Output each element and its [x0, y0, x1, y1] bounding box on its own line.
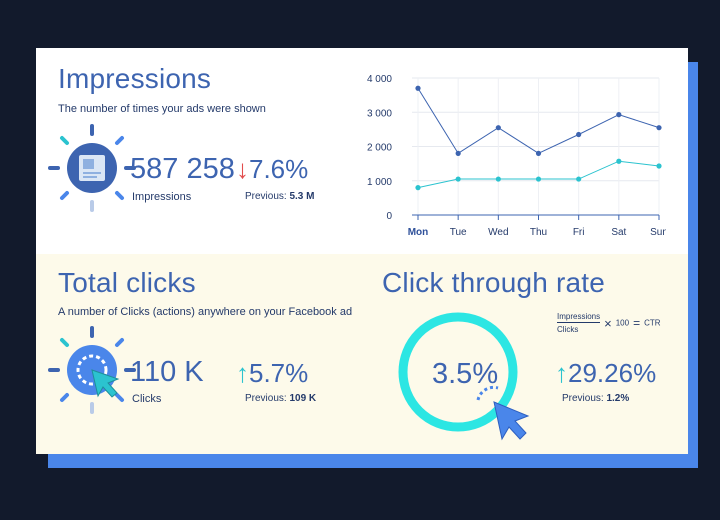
ctr-formula-multiplier: 100: [615, 318, 630, 328]
chart-data-point: [415, 85, 421, 91]
bottom-section-background: [36, 254, 688, 454]
dashboard-card: Impressions The number of times your ads…: [36, 48, 688, 454]
ctr-value: 3.5%: [432, 358, 499, 390]
impressions-change-value: 7.6%: [249, 154, 309, 184]
impressions-value: 587 258: [130, 153, 235, 185]
multiply-sign: ×: [604, 315, 612, 331]
ctr-formula-denominator: Clicks: [557, 325, 579, 334]
equals-sign: =: [633, 316, 641, 330]
chart-data-point: [616, 158, 622, 164]
ctr-formula-result: CTR: [644, 318, 661, 328]
ctr-change: ↑29.26%: [555, 358, 656, 389]
ctr-previous: Previous: 1.2%: [562, 393, 629, 404]
chart-data-point: [616, 112, 622, 118]
ctr-title: Click through rate: [382, 267, 606, 298]
ctr-formula-fraction: Impressions Clicks: [557, 312, 601, 334]
chart-data-point: [656, 163, 662, 169]
chart-x-tick-label: Wed: [488, 227, 508, 238]
arrow-down-icon: ↓: [236, 154, 249, 184]
ctr-formula: Impressions Clicks × 100 = CTR: [557, 312, 661, 334]
chart-data-point: [576, 176, 582, 182]
chart-data-point: [495, 125, 501, 131]
clicks-value-label: Clicks: [132, 393, 162, 405]
arrow-up-icon: ↑: [236, 358, 249, 388]
impressions-line-chart: 0 1 000 2 000 3 000 4 000 Mon Tue Wed Thu Fri Sat S…: [367, 74, 666, 238]
chart-data-point: [455, 176, 461, 182]
chart-x-tick-label: Fri: [573, 227, 585, 238]
clicks-change-value: 5.7%: [249, 358, 309, 388]
chart-data-point: [495, 176, 501, 182]
chart-y-tick-label: 1 000: [367, 177, 392, 188]
chart-data-point: [535, 150, 542, 156]
cursor-click-icon: [48, 326, 136, 414]
clicks-subtitle: A number of Clicks (actions) anywhere on…: [58, 306, 353, 318]
impressions-previous-label: Previous:: [245, 191, 287, 202]
chart-y-tick-label: 2 000: [367, 143, 392, 154]
chart-x-tick-label: Thu: [530, 227, 547, 238]
chart-data-point: [656, 125, 662, 131]
chart-data-point: [576, 131, 582, 138]
chart-y-tick-label: 4 000: [367, 74, 392, 85]
impressions-previous-value: 5.3 M: [289, 191, 315, 202]
chart-data-point: [535, 176, 542, 182]
chart-y-tick-label: 3 000: [367, 108, 392, 119]
ctr-previous-value: 1.2%: [606, 393, 630, 404]
chart-x-tick-label: Tue: [450, 227, 467, 238]
ctr-formula-numerator: Impressions: [557, 312, 601, 323]
cursor-click-icon: [476, 385, 530, 441]
clicks-title: Total clicks: [58, 267, 196, 298]
newspaper-icon: [48, 124, 136, 212]
ctr-ring: [398, 312, 518, 432]
clicks-previous-label: Previous:: [245, 393, 287, 404]
ctr-change-value: 29.26%: [568, 358, 657, 388]
clicks-value: 110 K: [130, 356, 204, 388]
impressions-title: Impressions: [58, 63, 212, 94]
chart-y-tick-label: 0: [386, 211, 392, 222]
chart-data-point: [415, 185, 421, 191]
clicks-previous: Previous: 109 K: [245, 393, 316, 404]
impressions-previous: Previous: 5.3 M: [245, 191, 314, 202]
ctr-previous-label: Previous:: [562, 393, 604, 404]
chart-x-tick-label: Mon: [408, 227, 429, 238]
impressions-subtitle: The number of times your ads were shown: [58, 103, 266, 115]
clicks-change: ↑5.7%: [236, 358, 308, 389]
arrow-up-icon: ↑: [555, 358, 568, 388]
impressions-value-label: Impressions: [132, 191, 192, 203]
chart-data-point: [455, 150, 461, 156]
clicks-previous-value: 109 K: [289, 393, 317, 404]
chart-x-tick-label: Sat: [611, 227, 626, 238]
chart-x-tick-label: Sun: [650, 227, 666, 238]
impressions-change: ↓7.6%: [236, 154, 308, 185]
